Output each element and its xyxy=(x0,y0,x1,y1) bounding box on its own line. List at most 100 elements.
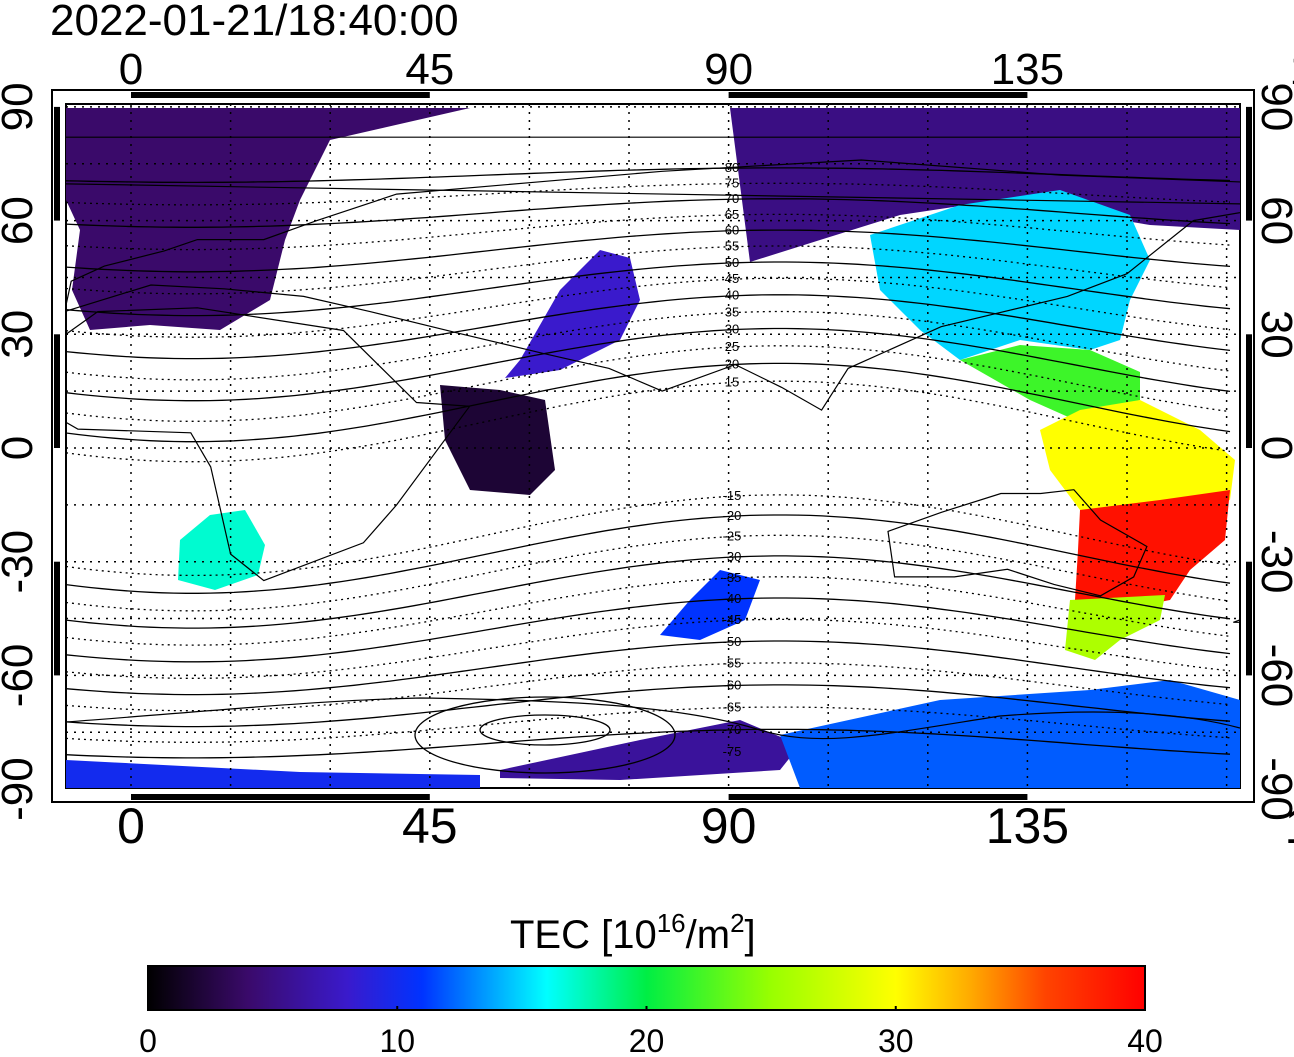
contour-label: 65 xyxy=(725,207,739,222)
magnetic-pole-contour xyxy=(479,714,611,746)
magnetic-contour xyxy=(66,261,1231,317)
tec-region-central-america xyxy=(960,345,1140,420)
contour-label: -15 xyxy=(723,488,742,503)
magnetic-contour xyxy=(66,345,1231,422)
magnetic-latitude-contours xyxy=(66,167,1231,774)
magnetic-contour xyxy=(66,597,1231,663)
latitude-label-left: 90 xyxy=(0,82,42,131)
colorbar-tick-label: 20 xyxy=(629,1023,665,1057)
longitude-label-top: 135 xyxy=(991,45,1064,94)
contour-label: -35 xyxy=(723,570,742,585)
contour-label: 70 xyxy=(725,191,739,206)
contour-label: -55 xyxy=(723,656,742,671)
latitude-label-right: -60 xyxy=(1252,644,1294,708)
tec-region-east-asia xyxy=(505,250,640,378)
latitude-label-right: -30 xyxy=(1252,530,1294,594)
contour-label: -75 xyxy=(723,744,742,759)
contour-label: -60 xyxy=(723,677,742,692)
coastline-antarctica xyxy=(66,697,1240,740)
colorbar-tick-label: 10 xyxy=(379,1023,415,1057)
latitude-label-right: 30 xyxy=(1252,310,1294,359)
contour-label: -40 xyxy=(723,591,742,606)
contour-label: 20 xyxy=(725,356,739,371)
longitude-label-bottom: 180 xyxy=(1285,798,1294,854)
contour-label: -65 xyxy=(723,700,742,715)
contour-label: -50 xyxy=(723,634,742,649)
contour-label: 45 xyxy=(725,271,739,286)
coastline-africa xyxy=(66,307,471,582)
magnetic-contour xyxy=(66,576,1231,646)
colorbar-tick-label: 0 xyxy=(139,1023,157,1057)
longitude-label-bottom: 45 xyxy=(402,798,458,854)
colorbar-title: TEC [1016/m2] xyxy=(510,908,756,957)
longitude-label-top: 90 xyxy=(704,45,753,94)
tec-region-antarctica-atlantic xyxy=(780,680,1240,788)
timestamp-title: 2022-01-21/18:40:00 xyxy=(50,0,459,45)
latitude-label-left: 30 xyxy=(0,310,42,359)
tec-region-south-america-north xyxy=(1040,400,1235,520)
magnetic-contour xyxy=(66,294,1231,360)
magnetic-contour xyxy=(66,618,1231,679)
latitude-label-right: 90 xyxy=(1252,82,1294,131)
magnetic-contour xyxy=(66,640,1231,696)
tec-region-new-zealand xyxy=(660,570,760,640)
colorbar-tick-label: 30 xyxy=(878,1023,914,1057)
tec-region-patagonia xyxy=(1065,595,1165,660)
colorbar-gradient xyxy=(147,965,1146,1011)
map-frame xyxy=(51,89,1255,803)
contour-label: 55 xyxy=(725,239,739,254)
longitude-label-top: 0 xyxy=(119,45,143,94)
colorbar: TEC [1016/m2] 0 10 20 30 40 xyxy=(139,908,1163,1057)
magnetic-contour xyxy=(66,534,1231,612)
magnetic-contour xyxy=(66,362,1231,443)
tec-data-layer xyxy=(66,108,1240,788)
magnetic-contour xyxy=(66,684,1231,728)
coastlines xyxy=(66,136,1240,740)
longitude-label-bottom: 135 xyxy=(986,798,1069,854)
latitude-label-left: 0 xyxy=(0,436,42,460)
longitude-labels-top: 04590135180-135-90-45 xyxy=(119,45,1294,94)
latitude-label-right: 60 xyxy=(1252,196,1294,245)
magnetic-contour xyxy=(66,728,1231,759)
contour-label: -30 xyxy=(723,549,742,564)
contour-label: 40 xyxy=(725,288,739,303)
tec-region-north-atlantic-europe xyxy=(66,108,470,330)
coastline-australia xyxy=(887,489,1148,597)
magnetic-contour xyxy=(66,213,1231,251)
longitude-label-top: 45 xyxy=(405,45,454,94)
tec-region-north-america-polar xyxy=(730,108,1240,262)
magnetic-contour xyxy=(66,514,1231,594)
longitude-label-top: 180 xyxy=(1290,45,1294,94)
contour-label: -45 xyxy=(723,612,742,627)
longitude-label-bottom: 0 xyxy=(117,798,145,854)
lat-lon-grid xyxy=(66,104,1240,788)
latitude-labels-left: 90 60 30 0 -30 -60 -90 xyxy=(0,82,42,820)
magnetic-contour xyxy=(66,198,1231,228)
latitude-label-left: -30 xyxy=(0,530,42,594)
magnetic-contour xyxy=(66,555,1231,629)
contour-label: -25 xyxy=(723,528,742,543)
magnetic-contour xyxy=(66,229,1231,273)
contour-label: 50 xyxy=(725,255,739,270)
contour-label: 75 xyxy=(725,176,739,191)
magnetic-contour xyxy=(66,494,1231,577)
latitude-label-left: 60 xyxy=(0,196,42,245)
tec-region-southeast-asia xyxy=(440,385,555,495)
contour-label: 80 xyxy=(725,160,739,175)
magnetic-contour xyxy=(66,182,1231,206)
tec-region-antarctica-pacific xyxy=(500,720,800,780)
colorbar-ticks: 0 10 20 30 40 xyxy=(139,1006,1163,1057)
latitude-label-right: 0 xyxy=(1252,436,1294,460)
magnetic-contour xyxy=(66,380,1231,463)
longitude-labels-bottom: 04590135180-135-90-45 xyxy=(117,798,1294,854)
latitude-label-left: -60 xyxy=(0,644,42,708)
magnetic-contour xyxy=(66,662,1231,712)
latitude-label-right: -90 xyxy=(1252,757,1294,821)
latitude-labels-right: 90 60 30 0 -30 -60 -90 xyxy=(1252,82,1294,820)
latitude-label-left: -90 xyxy=(0,757,42,821)
contour-label: 35 xyxy=(725,305,739,320)
tec-region-southern-africa xyxy=(178,510,265,590)
magnetic-contour xyxy=(66,327,1231,402)
longitude-label-bottom: 90 xyxy=(701,798,757,854)
